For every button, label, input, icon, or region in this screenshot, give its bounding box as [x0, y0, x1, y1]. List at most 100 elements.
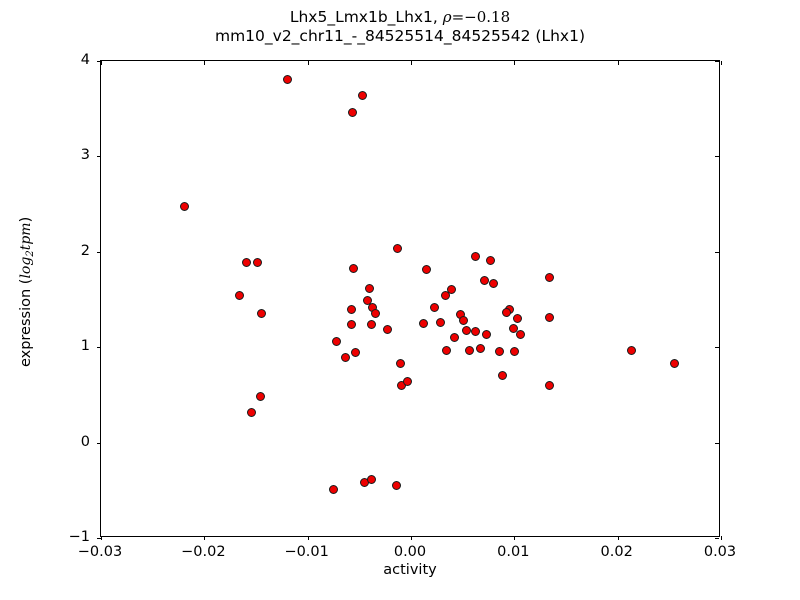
x-tick-mark-top	[307, 61, 309, 65]
y-tick-mark	[97, 156, 101, 158]
title-line-2: mm10_v2_chr11_-_84525514_84525542 (Lhx1)	[214, 26, 586, 45]
rho-symbol: ρ	[442, 8, 452, 26]
x-tick-label: 0.00	[393, 544, 427, 560]
scatter-point	[544, 380, 554, 390]
scatter-point	[382, 324, 392, 334]
scatter-point	[350, 348, 360, 358]
x-tick-mark-top	[101, 61, 102, 65]
y-tick-mark	[97, 347, 101, 349]
x-tick-mark-top	[204, 61, 206, 65]
y-tick-label: 3	[80, 147, 90, 164]
y-tick-label: −1	[68, 529, 90, 545]
y-tick-label: 1	[80, 338, 90, 355]
scatter-point	[371, 309, 381, 319]
y-axis-label-log: log	[18, 256, 35, 279]
y-tick-mark-right	[715, 538, 719, 539]
y-tick-mark	[97, 251, 101, 253]
data-points-layer	[101, 61, 719, 536]
scatter-point	[255, 392, 265, 402]
scatter-point	[509, 346, 519, 356]
x-axis-label: activity	[383, 562, 437, 578]
y-axis-label: expression (log2tpm)	[18, 142, 36, 442]
scatter-point	[256, 309, 266, 319]
scatter-point	[508, 323, 518, 333]
scatter-point	[329, 484, 338, 494]
scatter-point	[446, 284, 456, 294]
scatter-point	[486, 255, 496, 265]
scatter-point	[449, 333, 459, 343]
scatter-point	[367, 475, 377, 485]
y-axis-label-tpm: tpm	[18, 222, 35, 251]
x-tick-label: −0.02	[181, 544, 226, 560]
scatter-point	[440, 291, 450, 301]
x-tick-mark	[101, 536, 102, 540]
x-tick-mark-top	[617, 61, 619, 65]
scatter-point	[422, 265, 431, 275]
scatter-point	[393, 244, 403, 254]
scatter-point	[436, 317, 446, 327]
x-tick-mark	[617, 536, 619, 540]
x-tick-mark	[514, 536, 516, 540]
scatter-point	[670, 358, 679, 368]
y-tick-mark	[97, 442, 101, 444]
scatter-point	[495, 346, 505, 356]
scatter-point	[544, 313, 554, 323]
y-axis-label-base: 2	[24, 250, 36, 257]
y-tick-label: 0	[80, 433, 90, 450]
scatter-point	[180, 202, 190, 212]
y-tick-mark	[97, 538, 101, 539]
y-tick-mark	[97, 61, 101, 62]
y-tick-label: 4	[80, 52, 90, 68]
plot-axes-area	[97, 60, 722, 540]
scatter-point	[459, 315, 469, 325]
scatter-point	[498, 371, 508, 381]
scatter-point	[626, 345, 636, 355]
scatter-point	[348, 263, 358, 273]
x-tick-mark-top	[514, 61, 516, 65]
scatter-point	[403, 377, 413, 387]
scatter-point	[242, 257, 252, 267]
scatter-point	[481, 330, 491, 340]
scatter-point	[544, 273, 554, 283]
scatter-point	[357, 90, 367, 100]
y-tick-label: 2	[80, 242, 90, 259]
scatter-point	[282, 74, 292, 84]
scatter-point	[346, 319, 356, 329]
x-tick-label: 0.01	[497, 544, 530, 560]
y-tick-mark-right	[715, 61, 719, 62]
y-tick-mark-right	[715, 442, 719, 444]
x-tick-mark	[204, 536, 206, 540]
scatter-point	[367, 319, 377, 329]
scatter-point	[501, 308, 511, 318]
scatter-point	[332, 336, 342, 346]
scatter-point	[247, 407, 257, 417]
x-tick-mark-top	[411, 61, 412, 65]
rho-value: =−0.18	[451, 8, 511, 26]
x-tick-mark-top	[721, 61, 722, 65]
y-tick-mark-right	[715, 156, 719, 158]
scatter-point	[392, 481, 402, 491]
scatter-point	[470, 252, 480, 262]
scatter-point	[470, 327, 480, 337]
x-tick-mark	[721, 536, 722, 540]
x-tick-label: −0.01	[284, 544, 329, 560]
y-tick-mark-right	[715, 251, 719, 253]
scatter-point	[347, 108, 357, 118]
scatter-point	[252, 257, 262, 267]
scatter-point	[234, 291, 244, 301]
scatter-point	[479, 275, 489, 285]
y-axis-label-suffix: )	[18, 216, 35, 223]
scatter-point	[396, 358, 406, 368]
title-gene-combo: Lhx5_Lmx1b_Lhx1,	[289, 8, 443, 26]
scatter-point	[365, 283, 375, 293]
scatter-point	[512, 314, 522, 324]
y-tick-mark-right	[715, 347, 719, 349]
scatter-point	[441, 345, 451, 355]
scatter-point	[346, 304, 356, 314]
scatter-point	[341, 353, 351, 363]
scatter-point	[418, 318, 428, 328]
scatter-point	[363, 295, 373, 305]
scatter-point	[430, 302, 440, 312]
title-line-1: Lhx5_Lmx1b_Lhx1, ρ=−0.18	[0, 8, 800, 27]
